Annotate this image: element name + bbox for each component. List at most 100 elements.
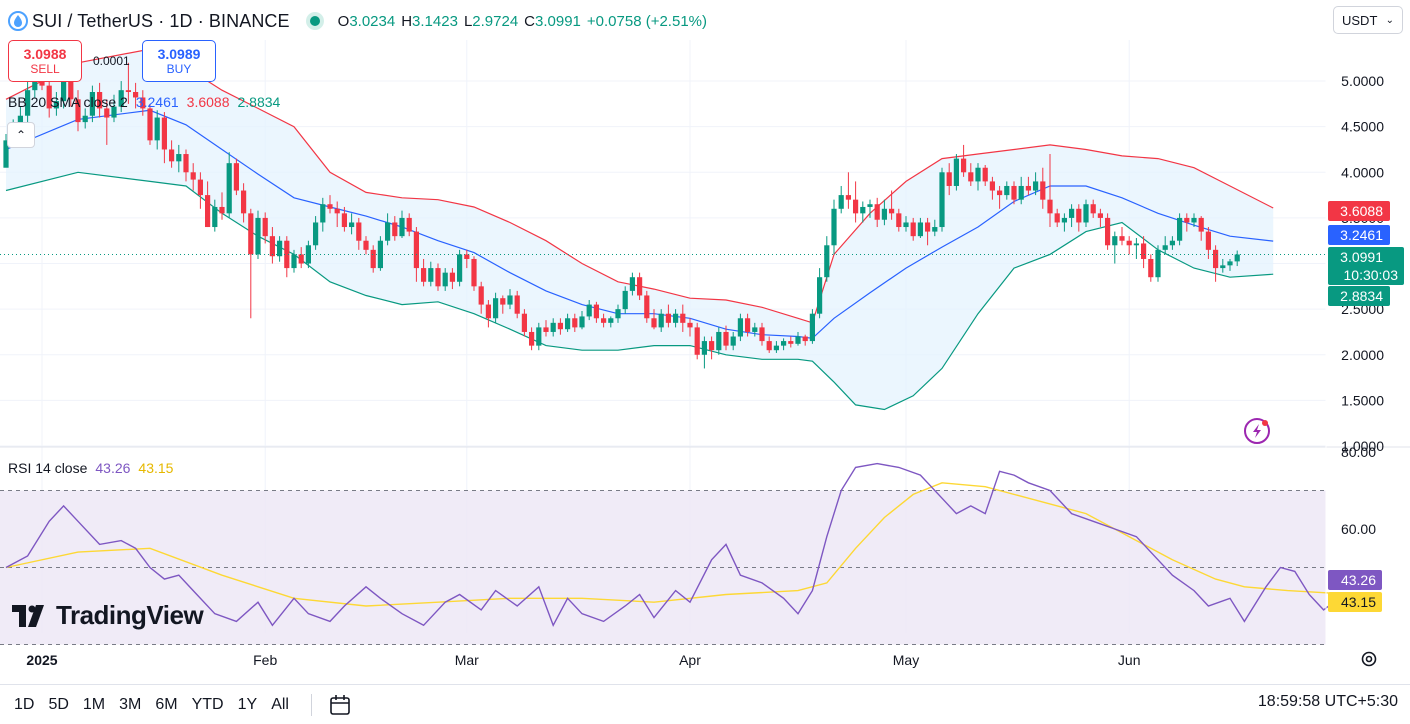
candle-body: [269, 236, 275, 257]
candle-body: [730, 336, 736, 346]
candle-body: [766, 341, 772, 351]
candle-body: [1083, 204, 1089, 223]
candle-body: [881, 208, 887, 220]
calendar-range-icon[interactable]: [328, 693, 352, 717]
timeframe-ytd[interactable]: YTD: [191, 695, 224, 713]
candle-body: [824, 245, 830, 278]
rsi-tag: [1328, 570, 1382, 590]
candle-body: [435, 268, 441, 287]
candle-body: [853, 199, 859, 214]
candle-body: [25, 90, 31, 116]
candle-body: [1069, 208, 1075, 218]
candle-body: [493, 298, 499, 319]
candle-body: [241, 190, 247, 214]
candle-body: [701, 341, 707, 355]
candle-body: [709, 341, 715, 351]
timeframe-1m[interactable]: 1M: [82, 695, 106, 713]
market-open-indicator: [309, 16, 320, 26]
candle-body: [1047, 199, 1053, 214]
candle-body: [449, 272, 455, 282]
candle-body: [608, 318, 614, 323]
brand-name: TradingView: [56, 600, 204, 630]
candle-body: [795, 336, 801, 344]
bollinger-upper-value: 3.6088: [186, 94, 230, 110]
candle-body: [1220, 265, 1226, 269]
timeframe-1d[interactable]: 1D: [14, 695, 35, 713]
timeframe-all[interactable]: All: [271, 695, 289, 713]
sell-button[interactable]: 3.0988 SELL: [8, 40, 82, 82]
candle-body: [550, 322, 556, 332]
candle-body: [953, 158, 959, 186]
candle-body: [579, 316, 585, 328]
candle-body: [601, 318, 607, 323]
price-tick-label: 2.0000: [1341, 347, 1384, 363]
sell-price: 3.0988: [23, 46, 67, 62]
buy-button[interactable]: 3.0989 BUY: [142, 40, 216, 82]
rsi-value: 43.26: [95, 460, 131, 476]
price-chart[interactable]: 5.00004.50004.00003.50003.00002.50002.00…: [0, 0, 1410, 684]
candle-body: [572, 318, 578, 328]
timeframe-5d[interactable]: 5D: [48, 695, 69, 713]
candle-body: [788, 341, 794, 344]
candle-body: [457, 254, 463, 282]
rsi-name: RSI 14 close: [8, 460, 88, 476]
candle-body: [370, 249, 376, 269]
candle-body: [1054, 213, 1060, 223]
collapse-legend-button[interactable]: ⌃: [7, 122, 35, 148]
last-price-tag: [1328, 247, 1404, 285]
candle-body: [896, 213, 902, 228]
sui-logo-icon: [8, 11, 28, 31]
candle-body: [1033, 181, 1039, 191]
candle-body: [1076, 208, 1082, 223]
candle-body: [154, 117, 160, 141]
chart-header: SUI / TetherUS · 1D · BINANCE O3.0234 H3…: [8, 8, 707, 34]
tradingview-logo[interactable]: TradingView: [12, 600, 204, 631]
candle-body: [752, 327, 758, 332]
candle-body: [845, 195, 851, 200]
last-price-tag-text: 3.0991: [1340, 249, 1383, 265]
price-tick-label: 4.0000: [1341, 164, 1384, 180]
gear-icon[interactable]: [1358, 648, 1380, 670]
candle-body: [1155, 249, 1161, 278]
toolbar-divider: [310, 693, 312, 716]
basis-tag: [1328, 225, 1390, 245]
candle-body: [428, 268, 434, 282]
candle-body: [327, 204, 333, 209]
candle-body: [1184, 217, 1190, 223]
candle-body: [464, 254, 470, 259]
candle-body: [205, 195, 211, 228]
bollinger-legend[interactable]: BB 20 SMA close 2 3.2461 3.6088 2.8834: [8, 94, 280, 110]
price-tick-label: 1.5000: [1341, 392, 1384, 408]
candle-body: [68, 79, 74, 100]
candle-body: [485, 304, 491, 319]
candle-body: [1090, 204, 1096, 214]
currency-select[interactable]: USDT ⌄: [1333, 6, 1403, 34]
open-value: 3.0234: [349, 12, 396, 30]
candle-body: [111, 106, 117, 118]
timeframe-3m[interactable]: 3M: [119, 695, 142, 713]
rsi-ma-tag-text: 43.15: [1341, 594, 1376, 610]
timeframe-6m[interactable]: 6M: [155, 695, 178, 713]
candle-body: [874, 204, 880, 220]
candle-body: [197, 179, 203, 196]
candle-body: [226, 163, 232, 214]
open-label: O: [337, 12, 350, 30]
candle-body: [140, 97, 146, 109]
bollinger-name: BB 20 SMA close 2: [8, 94, 128, 110]
candle-body: [557, 322, 563, 330]
clock-timezone[interactable]: 18:59:58 UTC+5:30: [1257, 693, 1398, 710]
candle-body: [219, 206, 225, 214]
candle-body: [363, 240, 369, 250]
rsi-legend[interactable]: RSI 14 close 43.26 43.15: [8, 460, 173, 476]
symbol-title[interactable]: SUI / TetherUS · 1D · BINANCE: [32, 10, 290, 31]
candle-body: [629, 277, 635, 291]
candle-body: [529, 331, 535, 346]
candle-body: [939, 172, 945, 228]
rsi-ma-value: 43.15: [138, 460, 174, 476]
candle-body: [1148, 258, 1154, 278]
lower-band-tag-text: 2.8834: [1340, 288, 1383, 304]
close-value: 3.0991: [535, 12, 581, 30]
timeframe-1y[interactable]: 1Y: [237, 695, 258, 713]
candle-body: [248, 213, 254, 255]
rsi-ma-line: [5, 482, 1346, 607]
